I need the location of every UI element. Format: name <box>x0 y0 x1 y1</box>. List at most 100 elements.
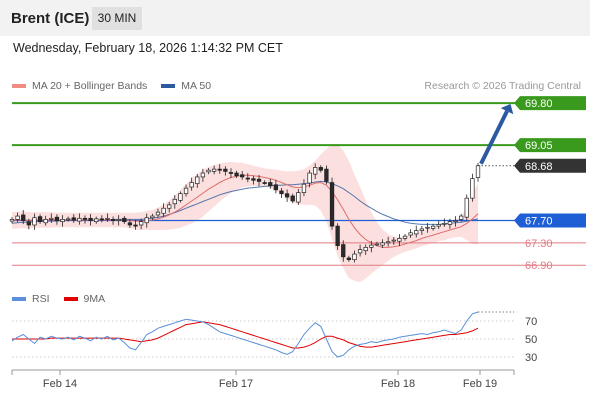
chart-datetime: Wednesday, February 18, 2026 1:14:32 PM … <box>13 41 283 55</box>
candle <box>346 255 352 262</box>
level-labels: 69.80 69.05 68.68 67.70 67.30 66.90 <box>514 96 586 272</box>
x-tick-label: Feb 14 <box>43 378 77 390</box>
candle-up <box>464 197 469 218</box>
bollinger-band <box>12 143 478 282</box>
candle-up <box>470 178 475 199</box>
candle <box>273 179 279 194</box>
level-tag-bg <box>514 158 586 173</box>
candle <box>363 244 368 255</box>
level-label: 67.30 <box>525 238 553 250</box>
candle <box>178 191 183 203</box>
candle <box>54 214 60 225</box>
candle <box>32 213 37 230</box>
candle-up <box>352 253 357 260</box>
candle <box>127 219 133 228</box>
candle-up <box>105 217 110 220</box>
candle-up <box>391 239 396 242</box>
candle-up <box>60 219 65 222</box>
candle <box>284 189 290 202</box>
candle <box>391 237 396 245</box>
candle-up <box>206 169 211 173</box>
projection-arrow <box>479 104 514 165</box>
candle-up <box>9 219 15 222</box>
candle-down <box>228 172 234 174</box>
bollinger-band-area <box>12 143 478 282</box>
candle-down <box>122 217 127 222</box>
rsi-legend: RSI 9MA <box>12 293 119 305</box>
candle <box>43 215 48 226</box>
candle <box>133 220 138 230</box>
candle <box>167 201 172 213</box>
candle <box>397 234 402 247</box>
candle <box>386 236 391 247</box>
candle-down <box>324 168 329 182</box>
candle <box>189 177 194 191</box>
candle-up <box>138 221 144 226</box>
candle-down <box>279 190 284 195</box>
candle <box>251 175 256 185</box>
level-label: 66.90 <box>525 260 553 272</box>
candle-up <box>430 225 436 229</box>
candle-up <box>155 211 161 216</box>
candle <box>183 184 189 197</box>
legend-label: RSI <box>32 293 50 305</box>
candle-down <box>240 174 245 178</box>
candle-up <box>183 187 189 195</box>
candle-down <box>234 172 239 177</box>
candle-down <box>262 182 267 184</box>
projection-arrow-shaft <box>479 110 509 165</box>
candle <box>172 195 177 209</box>
rsi-panel: 70 50 30 <box>11 311 537 364</box>
candle-down <box>99 218 104 221</box>
candle-down <box>273 184 279 191</box>
candle <box>425 222 430 233</box>
candle-up <box>301 183 307 193</box>
candle <box>94 216 99 224</box>
level-tag-bg <box>514 213 586 228</box>
candle-down <box>284 193 290 198</box>
x-tick-label: Feb 19 <box>463 378 497 390</box>
level-tag: 67.70 <box>514 213 586 228</box>
candle-up <box>419 228 425 231</box>
candle-down <box>335 225 340 247</box>
candle-up <box>178 193 183 201</box>
candle <box>60 215 65 227</box>
rsi-level-label: 50 <box>525 334 537 346</box>
candle <box>442 218 447 227</box>
candle-up <box>15 215 20 220</box>
timeframe-button[interactable]: 30 MIN <box>92 7 142 30</box>
candle <box>217 164 222 174</box>
level-tag: 69.80 <box>514 96 586 111</box>
candle <box>374 241 380 247</box>
candle <box>470 173 475 202</box>
candle-up <box>43 219 48 224</box>
candle <box>453 216 458 227</box>
candle <box>195 174 200 188</box>
candle-down <box>217 168 222 171</box>
candle <box>352 250 357 263</box>
candle <box>402 233 408 241</box>
chart-header: Brent (ICE) 30 MIN <box>0 0 590 36</box>
candle-up <box>357 249 363 254</box>
candle-up <box>475 165 481 178</box>
projection-arrow-head <box>500 104 514 115</box>
legend-label: MA 20 + Bollinger Bands <box>32 80 148 92</box>
candle <box>99 215 104 223</box>
candle <box>301 179 307 197</box>
candlesticks <box>9 162 481 263</box>
candle <box>240 171 245 180</box>
candle <box>341 240 346 262</box>
research-credit: Research © 2026 Trading Central <box>424 80 581 92</box>
candle-up <box>459 215 464 220</box>
candle-up <box>167 204 172 209</box>
rsi-level-label: 70 <box>525 316 537 328</box>
candle-down <box>54 216 60 221</box>
legend-label: 9MA <box>83 293 106 305</box>
candle <box>144 213 149 228</box>
candle-up <box>94 218 99 222</box>
candle <box>419 226 425 235</box>
candle-up <box>116 219 121 221</box>
candle-up <box>189 182 194 188</box>
candle-up <box>65 218 71 221</box>
